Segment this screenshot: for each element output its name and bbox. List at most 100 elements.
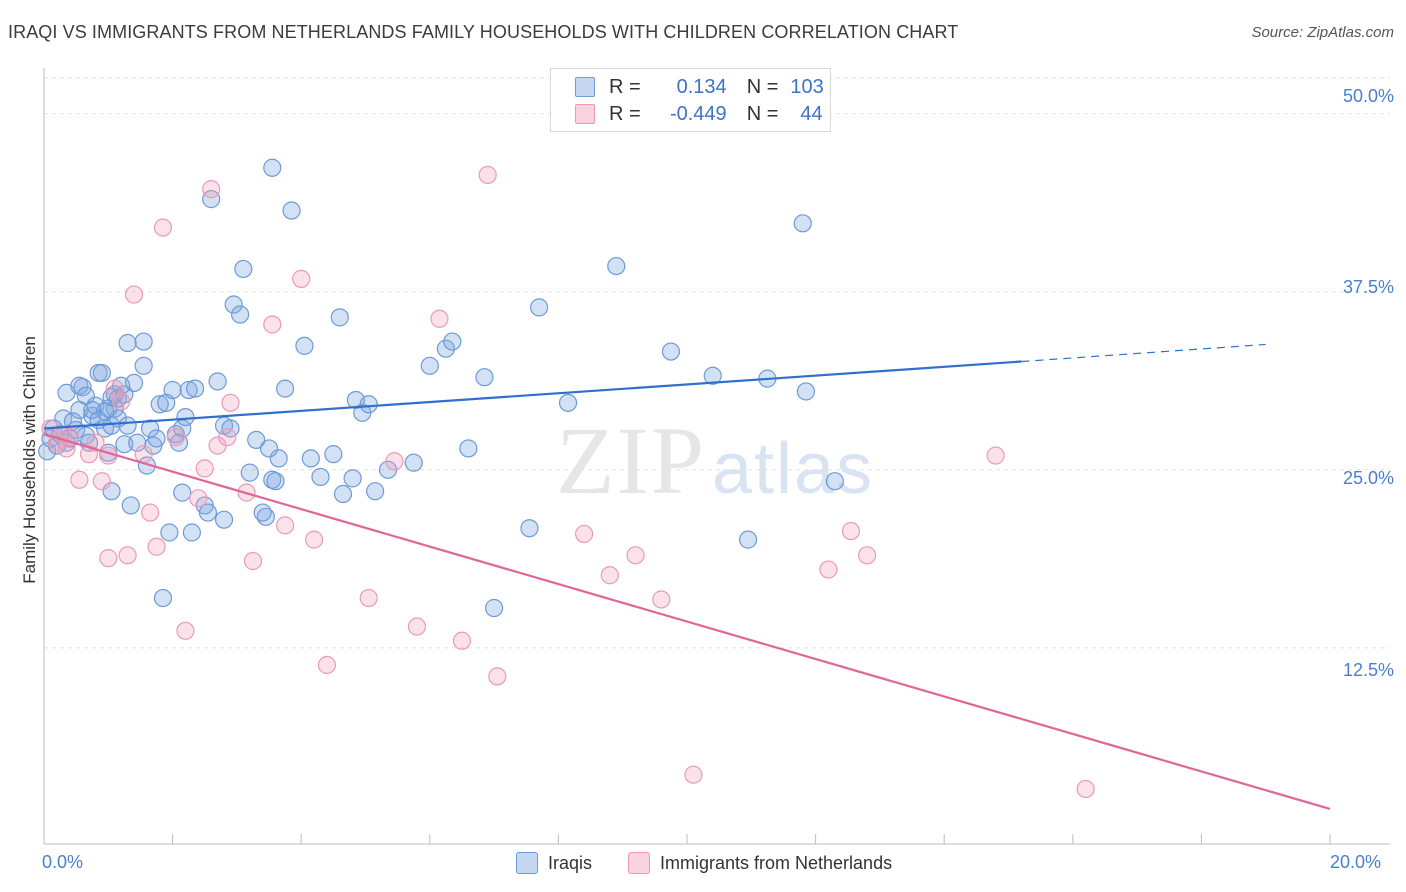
iraqis-point: [485, 598, 504, 618]
netherlands-point: [407, 617, 427, 636]
netherlands-point: [841, 521, 861, 541]
legend-n-value: 103: [790, 75, 824, 98]
netherlands-point: [243, 551, 263, 571]
iraqis-point: [83, 400, 102, 420]
iraqis-point: [208, 372, 227, 391]
legend-item-netherlands: Immigrants from Netherlands: [628, 852, 892, 874]
netherlands-point: [153, 218, 173, 237]
netherlands-point: [600, 566, 619, 585]
legend-n-label: N =: [746, 75, 779, 98]
x-tick-label-max: 20.0%: [1330, 852, 1382, 872]
netherlands-point: [488, 667, 507, 686]
netherlands-point: [70, 470, 89, 489]
iraqis-point: [231, 305, 250, 324]
netherlands-point: [857, 546, 877, 565]
iraqis-point: [153, 588, 173, 608]
iraqis-point: [92, 363, 111, 383]
netherlands-point: [92, 472, 111, 491]
iraqis-point: [661, 342, 681, 361]
iraqis-point: [266, 472, 285, 491]
iraqis-point: [607, 256, 626, 276]
iraqis-point: [186, 379, 205, 398]
netherlands-point: [304, 530, 324, 549]
iraqis-point: [253, 503, 272, 522]
iraqis-point: [173, 483, 192, 502]
y-tick-label: 12.5%: [1342, 660, 1394, 680]
legend-label-iraqis: Iraqis: [548, 852, 593, 873]
netherlands-point: [176, 621, 195, 640]
iraqis-point: [295, 336, 314, 355]
y-axis-label: Family Households with Children: [20, 336, 39, 584]
netherlands-point: [430, 309, 449, 328]
netherlands-point: [99, 549, 118, 568]
legend-swatch-netherlands: [628, 852, 650, 874]
iraqis-point: [160, 523, 179, 542]
legend-n-label: N =: [746, 102, 779, 125]
iraqis-point: [259, 439, 279, 458]
iraqis-point: [118, 416, 137, 435]
iraqis-point: [70, 376, 89, 395]
legend-item-iraqis: Iraqis: [516, 852, 592, 874]
iraqis-point: [443, 332, 462, 351]
iraqis-point: [282, 201, 301, 220]
source-label: Source: ZipAtlas.com: [1251, 24, 1394, 41]
iraqis-point: [150, 395, 169, 414]
iraqis-point: [147, 429, 166, 448]
netherlands-point: [385, 452, 404, 471]
iraqis-point: [198, 503, 218, 522]
netherlands-point: [317, 655, 337, 675]
netherlands-point: [452, 631, 472, 650]
iraqis-point: [738, 530, 758, 549]
iraqis-point: [118, 333, 137, 353]
iraqis-point: [404, 453, 423, 472]
iraqis-trend-extension: [1021, 343, 1266, 363]
watermark-zip: ZIP: [556, 407, 706, 514]
correlation-legend: R = 0.134 N = 103 R = -0.449 N = 44: [550, 68, 831, 132]
iraqis-point: [247, 430, 266, 449]
iraqis-point: [134, 356, 153, 375]
iraqis-point: [214, 510, 234, 529]
iraqis-point: [796, 382, 816, 401]
iraqis-point: [276, 379, 295, 398]
series-legend: Iraqis Immigrants from Netherlands: [0, 852, 1406, 878]
iraqis-point: [179, 380, 198, 400]
legend-r-value: 0.134: [676, 75, 727, 98]
netherlands-point: [218, 427, 237, 447]
iraqis-point: [301, 449, 320, 468]
iraqis-point: [366, 482, 385, 501]
iraqis-point: [140, 419, 160, 438]
netherlands-point: [292, 269, 311, 288]
iraqis-point: [202, 190, 221, 209]
iraqis-point: [134, 332, 153, 351]
iraqis-point: [530, 298, 549, 317]
netherlands-point: [189, 489, 208, 508]
netherlands-point: [575, 524, 594, 544]
iraqis-point: [330, 308, 349, 327]
legend-swatch-iraqis: [516, 852, 538, 874]
iraqis-point: [311, 467, 330, 487]
iraqis-point: [558, 393, 578, 412]
iraqis-point: [234, 259, 253, 279]
netherlands-point: [478, 165, 497, 184]
netherlands-point: [221, 393, 240, 412]
iraqis-point: [263, 158, 282, 177]
netherlands-point: [819, 560, 838, 579]
iraqis-point: [459, 439, 478, 458]
iraqis-point: [121, 496, 140, 515]
iraqis-point: [343, 469, 362, 488]
legend-n-value: 44: [800, 102, 823, 125]
iraqis-trend-line: [43, 360, 1022, 430]
netherlands-point: [276, 516, 295, 535]
iraqis-point: [475, 368, 494, 387]
watermark: ZIPatlas: [556, 405, 874, 516]
legend-label-netherlands: Immigrants from Netherlands: [660, 852, 893, 873]
netherlands-point: [112, 392, 131, 411]
iraqis-point: [182, 523, 201, 542]
legend-row-iraqis: R = 0.134 N = 103: [575, 73, 824, 101]
iraqis-point: [169, 433, 189, 452]
netherlands-point: [79, 445, 99, 464]
y-tick-label: 50.0%: [1342, 86, 1394, 106]
chart-title: IRAQI VS IMMIGRANTS FROM NETHERLANDS FAM…: [8, 22, 959, 42]
y-tick-label: 37.5%: [1342, 277, 1394, 297]
